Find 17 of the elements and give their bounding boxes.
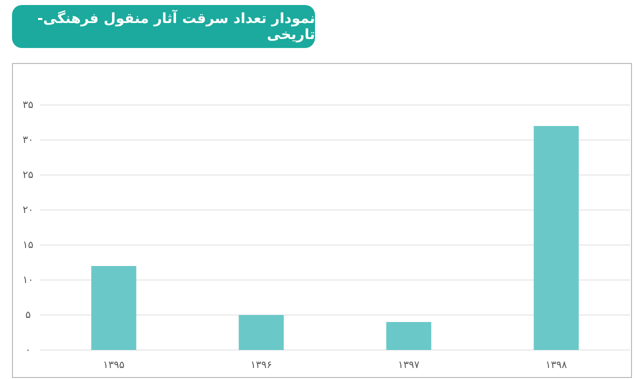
- bar: [238, 315, 284, 350]
- y-tick-label: ۱۵: [22, 240, 34, 251]
- x-tick-label: ۱۳۹۷: [398, 360, 420, 371]
- x-tick-label: ۱۳۹۸: [546, 360, 568, 371]
- bar: [386, 322, 432, 350]
- chart-title: نمودار تعداد سرقت آثار منقول فرهنگی-تاریخی: [12, 5, 315, 48]
- x-tick-label: ۱۳۹۶: [250, 360, 272, 371]
- y-tick-label: ۲۰: [22, 205, 34, 216]
- y-tick-label: ۱۰: [22, 275, 34, 286]
- x-tick-label: ۱۳۹۵: [103, 360, 124, 371]
- y-tick-label: ۳۰: [22, 135, 34, 146]
- y-tick-label: ۰: [25, 345, 31, 356]
- y-tick-label: ۵: [25, 310, 31, 321]
- y-tick-label: ۳۵: [22, 100, 34, 111]
- y-tick-label: ۲۵: [22, 170, 34, 181]
- bar: [91, 266, 136, 350]
- bar: [534, 126, 579, 350]
